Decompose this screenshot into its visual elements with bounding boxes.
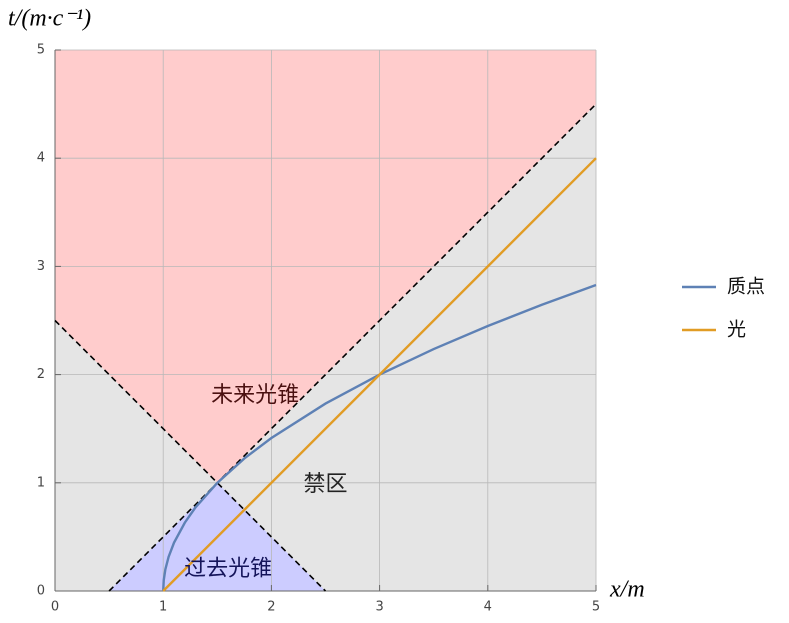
x-tick-label: 5 <box>592 600 600 615</box>
x-axis-label: x/m <box>609 577 645 603</box>
series-line <box>162 157 597 592</box>
y-tick-label: 0 <box>37 584 45 599</box>
y-tick-label: 4 <box>37 151 45 166</box>
legend-label: 质点 <box>727 276 765 298</box>
y-tick-label: 5 <box>37 43 45 58</box>
y-tick-label: 3 <box>37 259 45 274</box>
annotation: 过去光锥 <box>184 556 272 581</box>
x-tick-label: 3 <box>375 600 383 615</box>
x-tick-label: 2 <box>267 600 275 615</box>
light-cone-boundary <box>54 319 327 592</box>
legend-label: 光 <box>727 319 746 341</box>
x-tick-label: 4 <box>484 600 492 615</box>
x-tick-label: 0 <box>51 600 59 615</box>
x-tick-label: 1 <box>159 600 167 615</box>
annotation: 未来光锥 <box>211 383 299 408</box>
light-cone-boundary <box>108 103 597 592</box>
y-tick-label: 1 <box>37 475 45 490</box>
annotation: 禁区 <box>303 472 347 497</box>
y-axis-label: t/(m·c⁻¹) <box>8 6 91 32</box>
y-tick-label: 2 <box>37 367 45 382</box>
series-line <box>162 283 597 592</box>
